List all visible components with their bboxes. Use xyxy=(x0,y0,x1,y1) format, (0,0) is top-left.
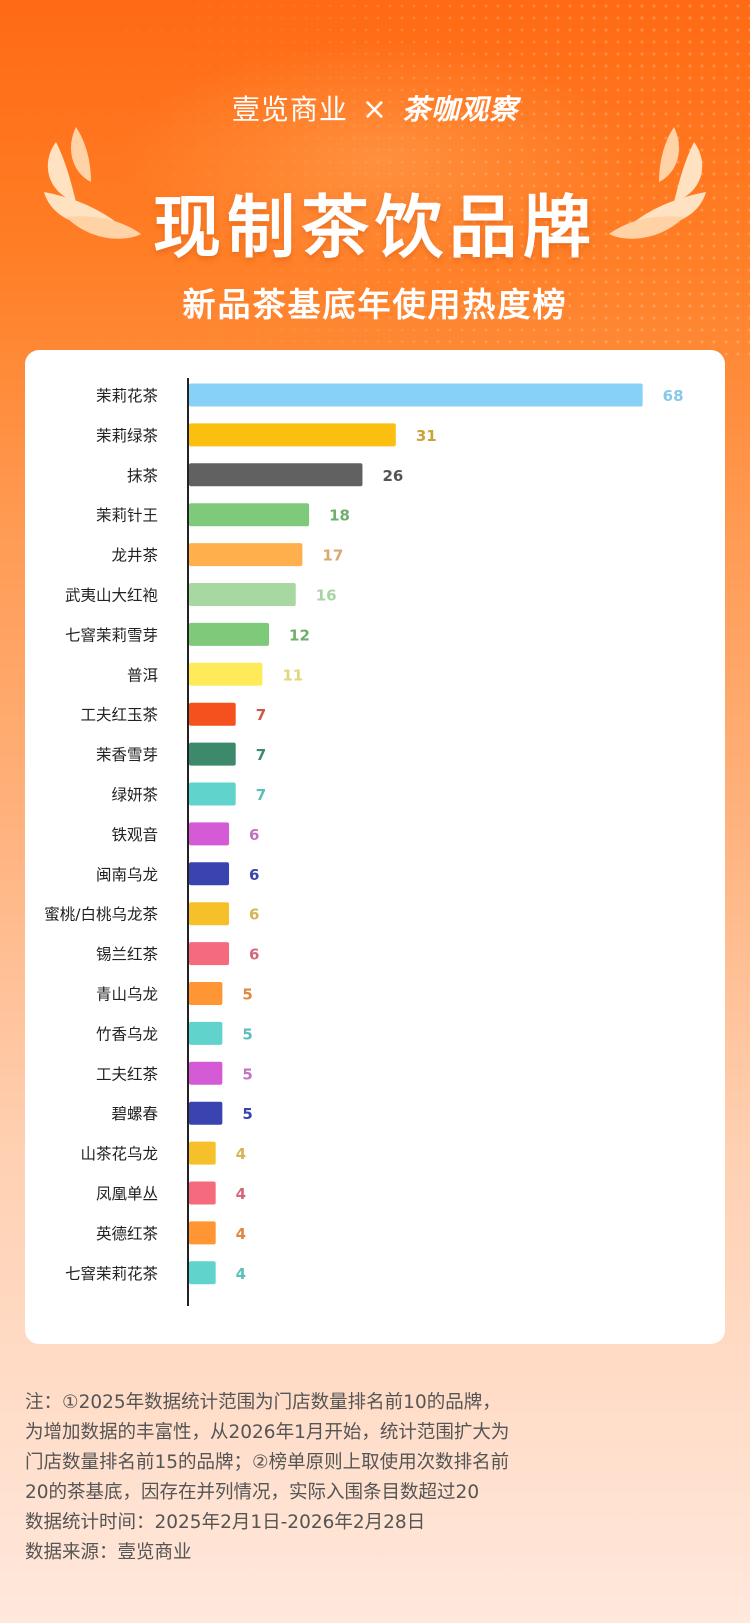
category-label: 绿妍茶 xyxy=(111,786,158,804)
note-line: 门店数量排名前15的品牌；②榜单原则上取使用次数排名前 xyxy=(25,1452,510,1473)
bar xyxy=(189,782,236,806)
laurel-right-icon xyxy=(609,127,706,239)
laurel-left-icon xyxy=(44,127,141,239)
value-label: 5 xyxy=(242,1025,252,1043)
value-label: 5 xyxy=(242,986,252,1004)
value-label: 6 xyxy=(249,866,259,884)
value-label: 7 xyxy=(256,786,266,804)
bar xyxy=(189,982,223,1005)
value-label: 4 xyxy=(236,1225,246,1243)
category-label: 英德红茶 xyxy=(96,1225,159,1243)
category-label: 七窨茉莉雪芽 xyxy=(65,626,158,644)
bar xyxy=(189,463,363,487)
bar xyxy=(189,383,643,407)
note-line: 20的茶基底，因存在并列情况，实际入围条目数超过20 xyxy=(25,1482,480,1503)
chart-card: 茉莉花茶 68 茉莉绿茶 31 抹茶 26 茉莉针王 18 龙井茶 17 武夷山大红袍 16 七窨茉莉雪… xyxy=(25,350,725,1344)
category-label: 茉香雪芽 xyxy=(96,746,158,764)
value-label: 7 xyxy=(256,706,266,724)
bar xyxy=(189,1261,216,1285)
bar xyxy=(189,1061,223,1085)
category-label: 七窨茉莉花茶 xyxy=(65,1265,159,1283)
category-label: 武夷山大红袍 xyxy=(65,587,158,605)
category-label: 普洱 xyxy=(127,666,158,684)
value-label: 17 xyxy=(322,547,343,565)
note-line: 注：①2025年数据统计范围为门店数量排名前10的品牌， xyxy=(25,1392,501,1413)
value-label: 18 xyxy=(329,507,350,525)
bar xyxy=(189,1181,216,1205)
category-label: 凤凰单丛 xyxy=(96,1185,158,1203)
category-label: 闽南乌龙 xyxy=(96,866,158,884)
bar xyxy=(189,822,230,846)
category-label: 竹香乌龙 xyxy=(96,1025,158,1043)
value-label: 4 xyxy=(236,1185,246,1203)
brand-left: 壹览商业 xyxy=(231,93,348,126)
bar xyxy=(189,862,230,886)
category-label: 茉莉针王 xyxy=(96,507,158,525)
bar xyxy=(189,583,296,606)
bar xyxy=(189,702,236,726)
value-label: 31 xyxy=(416,427,437,445)
value-label: 26 xyxy=(382,467,403,485)
bar xyxy=(189,742,236,766)
category-label: 铁观音 xyxy=(111,826,158,844)
value-label: 6 xyxy=(249,826,259,844)
bar xyxy=(189,942,230,966)
bar xyxy=(189,543,303,567)
note-line: 为增加数据的丰富性，从2026年1月开始，统计范围扩大为 xyxy=(25,1422,510,1443)
category-label: 青山乌龙 xyxy=(96,986,158,1004)
note-line: 数据来源：壹览商业 xyxy=(25,1542,192,1563)
value-label: 12 xyxy=(289,626,310,644)
value-label: 6 xyxy=(249,906,259,924)
footnotes: 注：①2025年数据统计范围为门店数量排名前10的品牌， 为增加数据的丰富性，从… xyxy=(25,1388,725,1568)
bar xyxy=(189,662,263,686)
value-label: 68 xyxy=(663,387,684,405)
category-label: 茉莉花茶 xyxy=(96,387,159,405)
category-label: 茉莉绿茶 xyxy=(96,427,159,445)
bar xyxy=(189,622,270,646)
bar xyxy=(189,423,396,447)
category-label: 蜜桃/白桃乌龙茶 xyxy=(44,906,158,924)
bar xyxy=(189,1141,216,1165)
brand-right: 茶咖观察 xyxy=(402,93,519,126)
bar xyxy=(189,1101,223,1125)
note-line: 数据统计时间：2025年2月1日-2026年2月28日 xyxy=(25,1512,426,1533)
category-label: 碧螺春 xyxy=(111,1105,158,1123)
page-subtitle: 新品茶基底年使用热度榜 xyxy=(182,285,568,324)
brand-separator: × xyxy=(361,92,389,127)
category-label: 抹茶 xyxy=(127,467,159,485)
bar xyxy=(189,1021,223,1045)
value-label: 6 xyxy=(249,946,259,964)
value-label: 7 xyxy=(256,746,266,764)
value-label: 4 xyxy=(236,1265,246,1283)
category-label: 山茶花乌龙 xyxy=(80,1145,158,1163)
header-glow xyxy=(120,40,640,280)
value-label: 4 xyxy=(236,1145,246,1163)
value-label: 5 xyxy=(242,1065,252,1083)
bar xyxy=(189,1221,216,1245)
page-title: 现制茶饮品牌 xyxy=(152,189,597,268)
category-label: 工夫红茶 xyxy=(96,1065,159,1083)
category-label: 锡兰红茶 xyxy=(96,946,159,964)
brand-line: 壹览商业 × 茶咖观察 xyxy=(0,88,750,128)
value-label: 16 xyxy=(316,587,337,605)
category-label: 工夫红玉茶 xyxy=(80,706,158,724)
category-label: 龙井茶 xyxy=(111,547,158,565)
bar xyxy=(189,902,230,926)
bar-chart: 茉莉花茶 68 茉莉绿茶 31 抹茶 26 茉莉针王 18 龙井茶 17 武夷山大红袍 16 七窨茉莉雪… xyxy=(44,378,684,1306)
value-label: 5 xyxy=(242,1105,252,1123)
bar xyxy=(189,503,310,527)
dot-pattern xyxy=(0,0,750,360)
value-label: 11 xyxy=(282,666,303,684)
